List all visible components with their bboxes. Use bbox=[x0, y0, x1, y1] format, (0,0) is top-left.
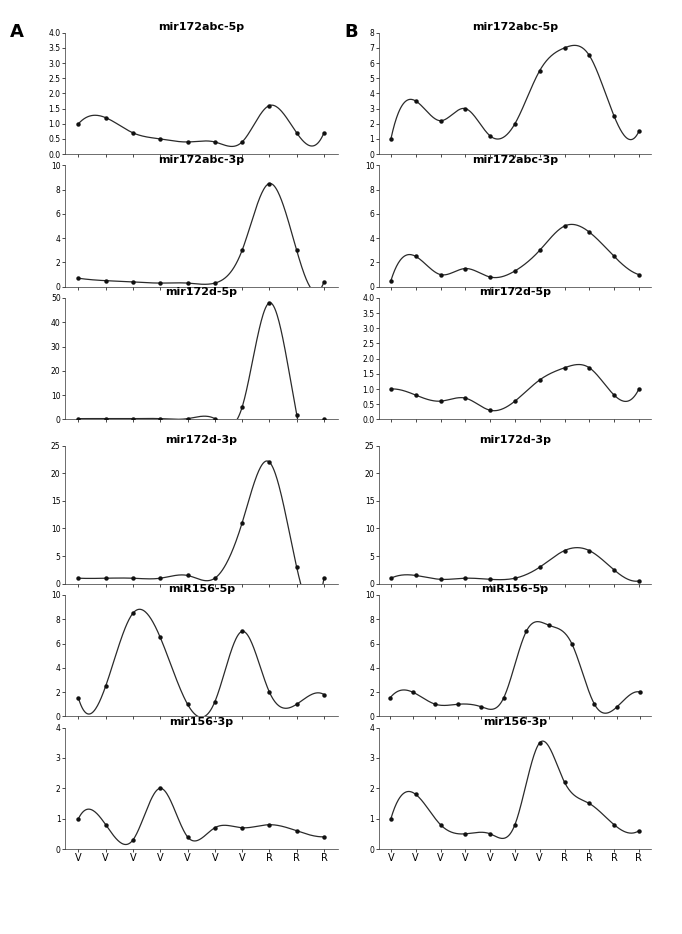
Title: mir172abc-3p: mir172abc-3p bbox=[158, 154, 244, 164]
Title: mir172d-5p: mir172d-5p bbox=[165, 287, 237, 297]
Title: mir156-3p: mir156-3p bbox=[169, 716, 233, 727]
Text: B: B bbox=[344, 23, 358, 41]
Title: miR156-5p: miR156-5p bbox=[481, 584, 548, 594]
Title: mir172abc-3p: mir172abc-3p bbox=[472, 154, 558, 164]
Title: mir156-3p: mir156-3p bbox=[483, 716, 547, 727]
Title: miR156-5p: miR156-5p bbox=[168, 584, 235, 594]
Title: mir172d-5p: mir172d-5p bbox=[479, 287, 551, 297]
Title: mir172d-3p: mir172d-3p bbox=[165, 434, 237, 445]
Title: mir172d-3p: mir172d-3p bbox=[479, 434, 551, 445]
Text: A: A bbox=[10, 23, 24, 41]
Title: mir172abc-5p: mir172abc-5p bbox=[158, 21, 244, 32]
Title: mir172abc-5p: mir172abc-5p bbox=[472, 21, 558, 32]
